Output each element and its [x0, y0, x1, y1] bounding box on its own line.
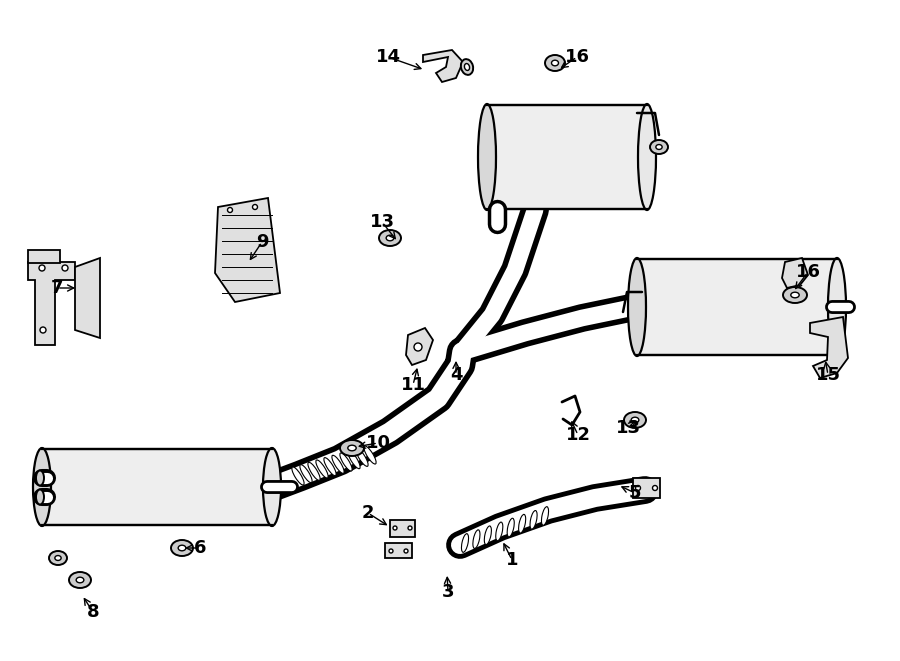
Ellipse shape: [33, 448, 51, 526]
Ellipse shape: [69, 572, 91, 588]
Ellipse shape: [364, 446, 376, 464]
Ellipse shape: [478, 104, 496, 210]
Ellipse shape: [39, 265, 45, 271]
Ellipse shape: [347, 446, 356, 451]
FancyBboxPatch shape: [637, 259, 837, 355]
Ellipse shape: [484, 526, 491, 545]
Text: 1: 1: [506, 551, 518, 569]
Ellipse shape: [530, 510, 537, 529]
Ellipse shape: [496, 522, 503, 541]
Text: 9: 9: [256, 233, 268, 251]
Polygon shape: [782, 258, 808, 288]
Polygon shape: [75, 258, 100, 338]
Ellipse shape: [656, 145, 662, 149]
Text: 12: 12: [565, 426, 590, 444]
Polygon shape: [406, 328, 433, 365]
Ellipse shape: [253, 204, 257, 210]
Polygon shape: [215, 198, 280, 302]
Ellipse shape: [228, 208, 232, 212]
Polygon shape: [385, 543, 412, 558]
Text: 4: 4: [450, 366, 463, 384]
Ellipse shape: [356, 448, 368, 467]
Ellipse shape: [389, 549, 393, 553]
Text: 11: 11: [400, 376, 426, 394]
Ellipse shape: [638, 104, 656, 210]
Ellipse shape: [404, 549, 408, 553]
Ellipse shape: [40, 327, 46, 333]
Ellipse shape: [652, 485, 658, 490]
Ellipse shape: [292, 467, 304, 485]
Ellipse shape: [316, 460, 328, 478]
Ellipse shape: [36, 490, 44, 504]
Ellipse shape: [308, 462, 320, 481]
Polygon shape: [28, 250, 60, 263]
Ellipse shape: [545, 55, 565, 71]
Polygon shape: [633, 478, 660, 498]
Ellipse shape: [324, 457, 336, 476]
Text: 10: 10: [365, 434, 391, 452]
Text: 15: 15: [815, 366, 841, 384]
Text: 7: 7: [50, 279, 63, 297]
Polygon shape: [390, 520, 415, 537]
Ellipse shape: [791, 292, 799, 298]
Ellipse shape: [386, 235, 394, 241]
Polygon shape: [28, 262, 75, 345]
Ellipse shape: [542, 507, 548, 525]
FancyBboxPatch shape: [487, 105, 647, 209]
Polygon shape: [423, 50, 463, 82]
Ellipse shape: [300, 465, 312, 483]
Text: 13: 13: [616, 419, 641, 437]
Ellipse shape: [332, 455, 344, 473]
FancyBboxPatch shape: [42, 449, 272, 525]
Ellipse shape: [178, 545, 185, 551]
Ellipse shape: [408, 526, 412, 530]
Ellipse shape: [55, 555, 61, 561]
Text: 5: 5: [629, 484, 641, 502]
Ellipse shape: [340, 440, 364, 456]
Ellipse shape: [635, 485, 641, 490]
Ellipse shape: [464, 63, 470, 71]
Ellipse shape: [508, 518, 514, 537]
Text: 14: 14: [375, 48, 401, 66]
Ellipse shape: [631, 417, 639, 423]
Ellipse shape: [36, 471, 44, 485]
Text: 8: 8: [86, 603, 99, 621]
Ellipse shape: [552, 60, 559, 66]
Text: 13: 13: [370, 213, 394, 231]
Ellipse shape: [340, 453, 352, 471]
Text: 16: 16: [796, 263, 821, 281]
Ellipse shape: [783, 287, 807, 303]
Text: 6: 6: [194, 539, 206, 557]
Ellipse shape: [171, 540, 193, 556]
Text: 16: 16: [564, 48, 590, 66]
Ellipse shape: [461, 59, 473, 75]
Polygon shape: [810, 317, 848, 378]
Text: 2: 2: [362, 504, 374, 522]
Ellipse shape: [348, 451, 360, 469]
Ellipse shape: [414, 343, 422, 351]
Ellipse shape: [76, 577, 84, 583]
Ellipse shape: [650, 140, 668, 154]
Ellipse shape: [472, 530, 480, 549]
Ellipse shape: [624, 412, 646, 428]
Ellipse shape: [518, 514, 526, 533]
Ellipse shape: [393, 526, 397, 530]
Ellipse shape: [628, 258, 646, 356]
Ellipse shape: [49, 551, 67, 565]
Text: 3: 3: [442, 583, 454, 601]
Ellipse shape: [462, 533, 469, 553]
Ellipse shape: [263, 448, 281, 526]
Ellipse shape: [62, 265, 68, 271]
Ellipse shape: [379, 230, 401, 246]
Ellipse shape: [828, 258, 846, 356]
